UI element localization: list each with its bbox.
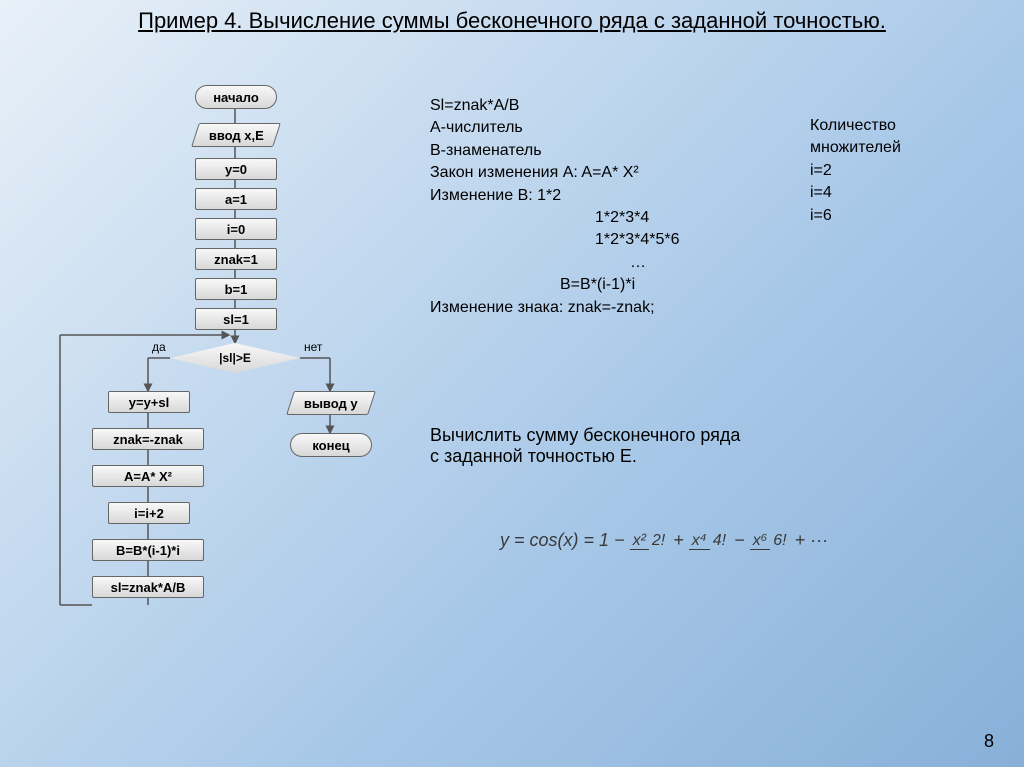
multipliers-block: Количество множителей i=2 i=4 i=6 (810, 115, 970, 227)
task-text: Вычислить сумму бесконечного ряда с зада… (430, 425, 740, 467)
node-init-5: sl=1 (195, 308, 277, 330)
mult-h: Количество множителей (810, 115, 970, 160)
explain-l7: 1*2*3*4*5*6 (430, 229, 680, 251)
node-loop-2: A=A* X² (92, 465, 204, 487)
explain-l3: B-знаменатель (430, 140, 680, 162)
node-start: начало (195, 85, 277, 109)
task-l2: с заданной точностью E. (430, 446, 740, 467)
node-init-1: a=1 (195, 188, 277, 210)
mult-i6: i=6 (810, 205, 970, 227)
node-init-2: i=0 (195, 218, 277, 240)
node-init-3: znak=1 (195, 248, 277, 270)
formula: y = cos(x) = 1 − x²2! + x⁴4! − x⁶6! + ··… (500, 530, 828, 551)
formula-lhs: y = cos(x) = 1 − (500, 530, 625, 550)
explanation-block: Sl=znak*A/B A-числитель B-знаменатель За… (430, 95, 680, 319)
task-l1: Вычислить сумму бесконечного ряда (430, 425, 740, 446)
node-end: конец (290, 433, 372, 457)
node-loop-4: B=B*(i-1)*i (92, 539, 204, 561)
mult-i2: i=2 (810, 160, 970, 182)
node-loop-1: znak=-znak (92, 428, 204, 450)
node-decision: |sl|>E (170, 343, 300, 373)
explain-l10: Изменение знака: znak=-znak; (430, 297, 680, 319)
node-input: ввод x,E (191, 123, 281, 147)
node-init-0: y=0 (195, 158, 277, 180)
explain-l4: Закон изменения A: A=A* X² (430, 162, 680, 184)
page-title: Пример 4. Вычисление суммы бесконечного … (0, 0, 1024, 34)
explain-l9: B=B*(i-1)*i (430, 274, 680, 296)
explain-l8: … (430, 252, 680, 274)
mult-i4: i=4 (810, 182, 970, 204)
explain-l1: Sl=znak*A/B (430, 95, 680, 117)
explain-l5: Изменение B: 1*2 (430, 185, 680, 207)
node-output: вывод y (286, 391, 376, 415)
explain-l6: 1*2*3*4 (430, 207, 680, 229)
node-loop-0: y=y+sl (108, 391, 190, 413)
explain-l2: A-числитель (430, 117, 680, 139)
node-loop-5: sl=znak*A/B (92, 576, 204, 598)
node-loop-3: i=i+2 (108, 502, 190, 524)
label-yes: да (152, 340, 166, 354)
label-no: нет (304, 340, 322, 354)
node-init-4: b=1 (195, 278, 277, 300)
page-number: 8 (984, 731, 994, 752)
